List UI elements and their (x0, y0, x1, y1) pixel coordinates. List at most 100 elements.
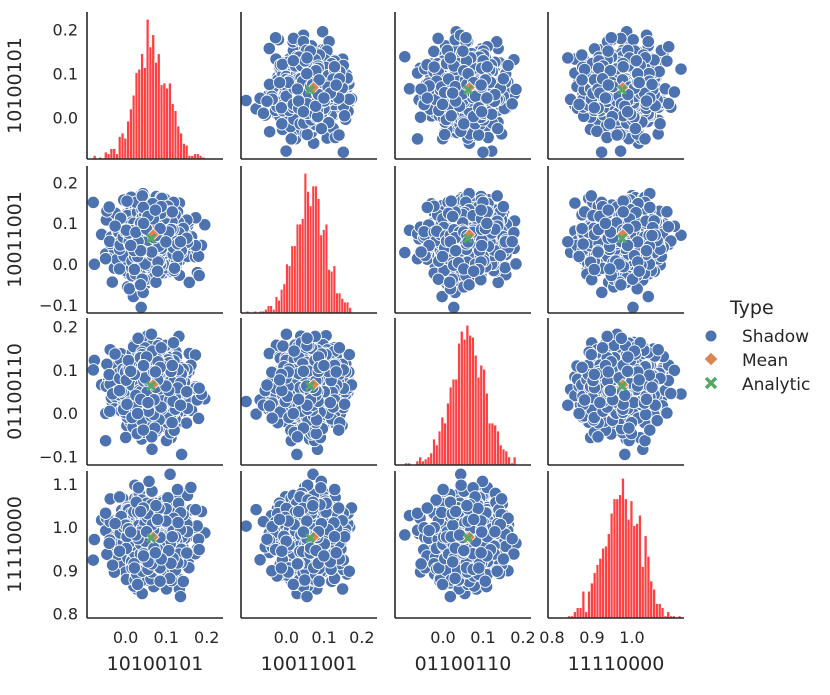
histogram-bar (282, 283, 286, 314)
histogram-bar (165, 88, 169, 160)
shadow-point (87, 257, 102, 271)
shadow-point (667, 85, 682, 99)
shadow-point (262, 125, 277, 139)
shadow-point (112, 262, 127, 276)
shadow-point (148, 203, 163, 217)
shadow-point (274, 101, 288, 115)
shadow-point (192, 268, 206, 283)
shadow-point (149, 275, 163, 289)
shadow-point (629, 54, 643, 68)
shadow-point (300, 127, 314, 142)
shadow-point (661, 96, 676, 111)
shadow-point (443, 275, 457, 289)
histogram-bar (120, 132, 125, 160)
shadow-point (594, 145, 609, 159)
shadow-point (134, 300, 148, 315)
shadow-point (410, 132, 425, 146)
shadow-point (491, 275, 505, 290)
shadow-point (601, 44, 615, 58)
shadow-point (275, 117, 289, 131)
shadow-point (603, 117, 617, 131)
histogram-bar (151, 34, 155, 160)
histogram-bar (324, 223, 329, 314)
shadow-point (561, 51, 575, 65)
shadow-point (402, 82, 417, 96)
shadow-point (133, 278, 148, 292)
shadow-point (431, 272, 446, 286)
histogram-bar (109, 148, 114, 160)
histogram-bar (295, 223, 300, 314)
histogram-bar (290, 245, 294, 314)
histogram-bar (293, 245, 297, 314)
shadow-point (337, 109, 352, 123)
shadow-point (645, 77, 659, 92)
shadow-point (124, 238, 138, 253)
histogram-bar (134, 72, 139, 160)
shadow-point (314, 121, 329, 136)
shadow-point (501, 58, 515, 73)
shadow-point (150, 264, 165, 278)
histogram-bar (182, 143, 186, 160)
histogram-bar (159, 84, 164, 160)
shadow-point (427, 60, 441, 74)
shadow-point (628, 121, 643, 136)
histogram-bar (330, 271, 334, 314)
shadow-point (491, 121, 505, 136)
histogram-bar (316, 198, 321, 314)
histogram-bar (306, 191, 310, 314)
shadow-point (604, 31, 618, 45)
shadow-point (620, 105, 635, 119)
shadow-point (598, 91, 613, 105)
shadow-point (167, 261, 182, 275)
shadow-point (660, 54, 674, 68)
shadow-point (127, 262, 142, 277)
histogram-bar (154, 62, 158, 160)
histogram-bar (126, 120, 130, 160)
shadow-point (575, 73, 589, 87)
shadow-point (674, 62, 688, 76)
histogram-bar (168, 82, 172, 160)
histogram-bar (319, 234, 323, 314)
shadow-point (286, 54, 300, 68)
shadow-point (509, 257, 523, 271)
shadow-point (457, 117, 471, 131)
shadow-point (260, 94, 274, 108)
shadow-point (662, 40, 676, 54)
shadow-point (327, 60, 342, 74)
histogram-bar (322, 229, 326, 314)
shadow-point (120, 194, 134, 208)
shadow-point (443, 51, 457, 65)
shadow-point (435, 97, 450, 111)
histogram-bar (266, 305, 271, 314)
shadow-point (474, 78, 488, 92)
shadow-point (587, 101, 601, 115)
shadow-point (476, 145, 490, 159)
histogram-bar (345, 301, 350, 314)
shadow-point (122, 282, 136, 296)
histogram-bar (340, 298, 344, 314)
shadow-point (653, 117, 667, 131)
histogram-bar (118, 136, 122, 160)
shadow-point (509, 82, 523, 97)
shadow-point (86, 195, 100, 210)
shadow-point (108, 219, 122, 233)
shadow-point (256, 106, 271, 120)
shadow-point (447, 300, 461, 315)
shadow-point (431, 31, 445, 46)
shadow-point (496, 72, 511, 86)
panel-10100101-vs-10011001 (239, 12, 377, 160)
shadow-point (284, 132, 298, 146)
panel-10011001-vs-10011001 (240, 166, 377, 314)
shadow-point (480, 91, 494, 105)
shadow-point (300, 67, 314, 81)
shadow-point (475, 105, 489, 119)
shadow-point (638, 132, 652, 146)
histogram-bar (348, 307, 352, 314)
shadow-point (456, 44, 470, 58)
shadow-point (332, 128, 346, 142)
histogram-bar (145, 19, 150, 160)
shadow-point (98, 252, 113, 266)
shadow-point (446, 86, 460, 100)
histogram-bar (104, 151, 108, 160)
